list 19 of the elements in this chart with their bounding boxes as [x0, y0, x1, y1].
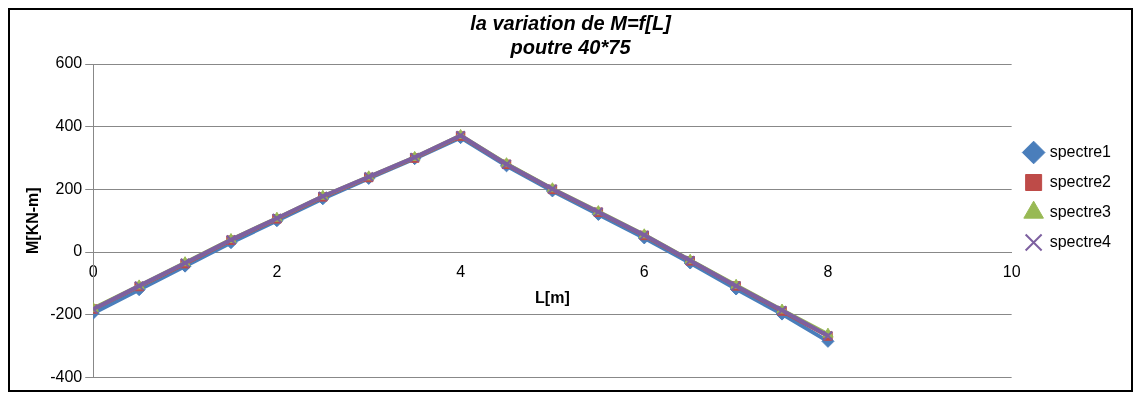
text: poutre 40*75 — [510, 35, 631, 58]
y-tick-label: 0 — [73, 242, 83, 260]
x-tick-label: 6 — [639, 263, 649, 281]
x-tick-label: 4 — [456, 263, 466, 281]
y-tick-label: -200 — [50, 305, 83, 323]
x-tick-label: 8 — [823, 263, 833, 281]
legend-label: spectre4 — [1049, 232, 1112, 250]
x-tick-label: 10 — [1002, 263, 1021, 281]
y-tick-label: 200 — [55, 179, 83, 197]
legend-label: spectre3 — [1049, 202, 1112, 220]
y-tick-label: 600 — [55, 54, 83, 72]
legend-label: spectre2 — [1049, 172, 1112, 190]
y-axis-title: M[KN-m] — [24, 187, 42, 255]
legend-label: spectre1 — [1049, 142, 1112, 160]
x-tick-label: 2 — [272, 263, 282, 281]
y-tick-label: 400 — [55, 117, 83, 135]
y-tick-label: -400 — [50, 367, 83, 385]
x-axis-title: L[m] — [535, 289, 570, 307]
text: la variation de M=f[L] — [470, 11, 671, 34]
